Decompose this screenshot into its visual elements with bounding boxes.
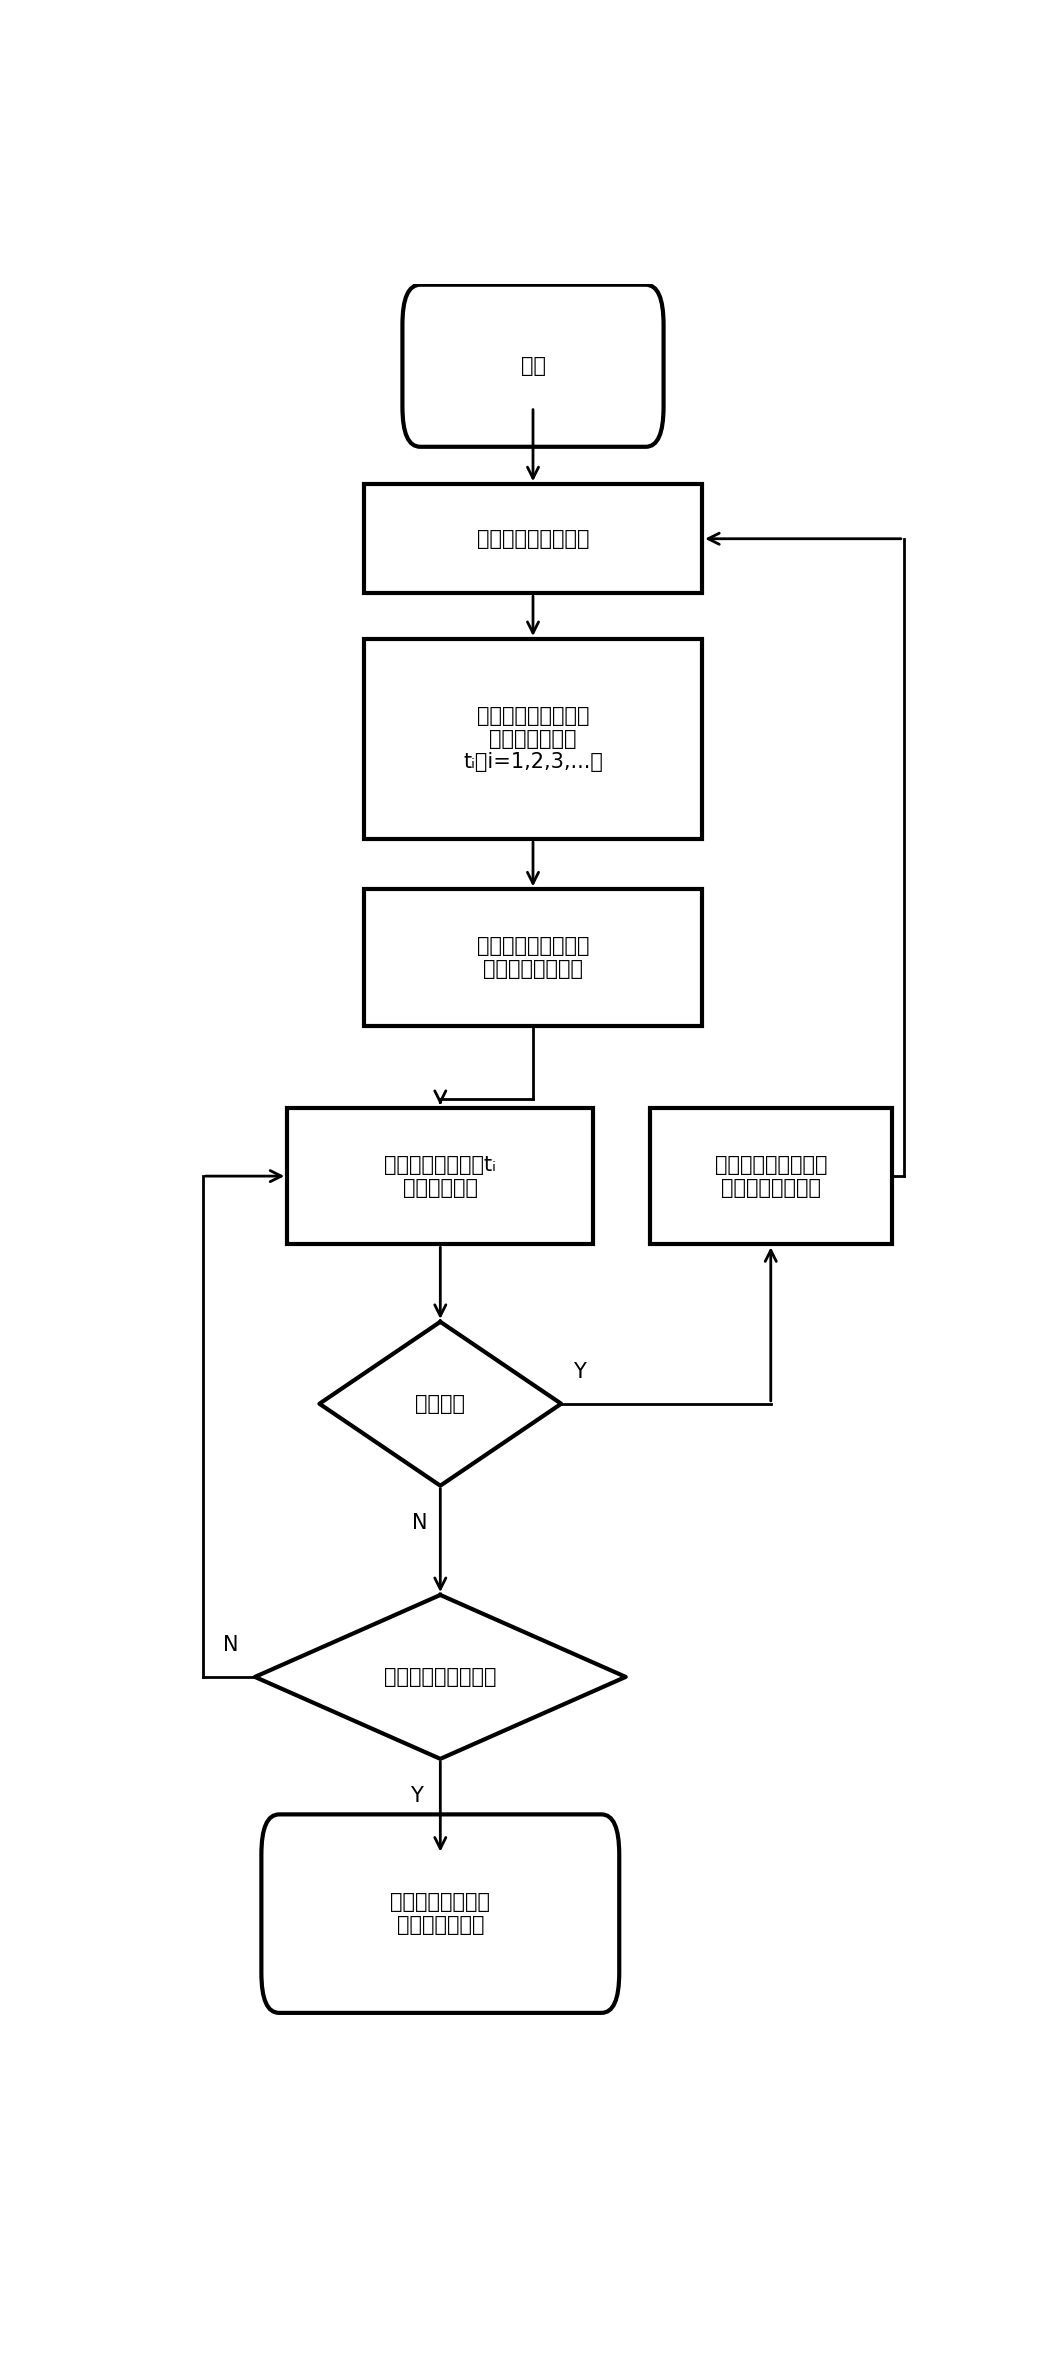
Text: 变频器解锁，发第一
组逆变桥触发脉冲: 变频器解锁，发第一 组逆变桥触发脉冲 xyxy=(476,937,590,979)
Text: N: N xyxy=(413,1514,427,1533)
Text: Y: Y xyxy=(410,1786,422,1807)
Text: 在强迫换相点时刻tᵢ
进行强迫换向: 在强迫换相点时刻tᵢ 进行强迫换向 xyxy=(385,1154,496,1197)
Text: 是否超时: 是否超时 xyxy=(415,1393,465,1414)
Bar xyxy=(364,889,702,1026)
FancyBboxPatch shape xyxy=(261,1814,619,2013)
Bar xyxy=(287,1107,594,1244)
Text: 停机，并重设变频启
动的恒定加速度值: 停机，并重设变频启 动的恒定加速度值 xyxy=(714,1154,827,1197)
Polygon shape xyxy=(319,1322,562,1485)
Text: N: N xyxy=(224,1634,239,1656)
FancyBboxPatch shape xyxy=(402,284,664,447)
Text: Y: Y xyxy=(573,1362,587,1381)
Text: 计算转子初始位置角: 计算转子初始位置角 xyxy=(476,530,590,549)
Text: 计算低速阶段逆变桥
各强迫换相时刻
tᵢ（i=1,2,3,...）: 计算低速阶段逆变桥 各强迫换相时刻 tᵢ（i=1,2,3,...） xyxy=(463,705,603,773)
Bar xyxy=(364,485,702,594)
Bar xyxy=(364,639,702,840)
Text: 开始: 开始 xyxy=(520,355,546,376)
Polygon shape xyxy=(255,1594,626,1760)
Bar xyxy=(650,1107,891,1244)
Text: 低速运行阶段结束
切换至自然换相: 低速运行阶段结束 切换至自然换相 xyxy=(390,1892,490,1935)
Text: 是否达到自然换相点: 是否达到自然换相点 xyxy=(384,1667,496,1686)
